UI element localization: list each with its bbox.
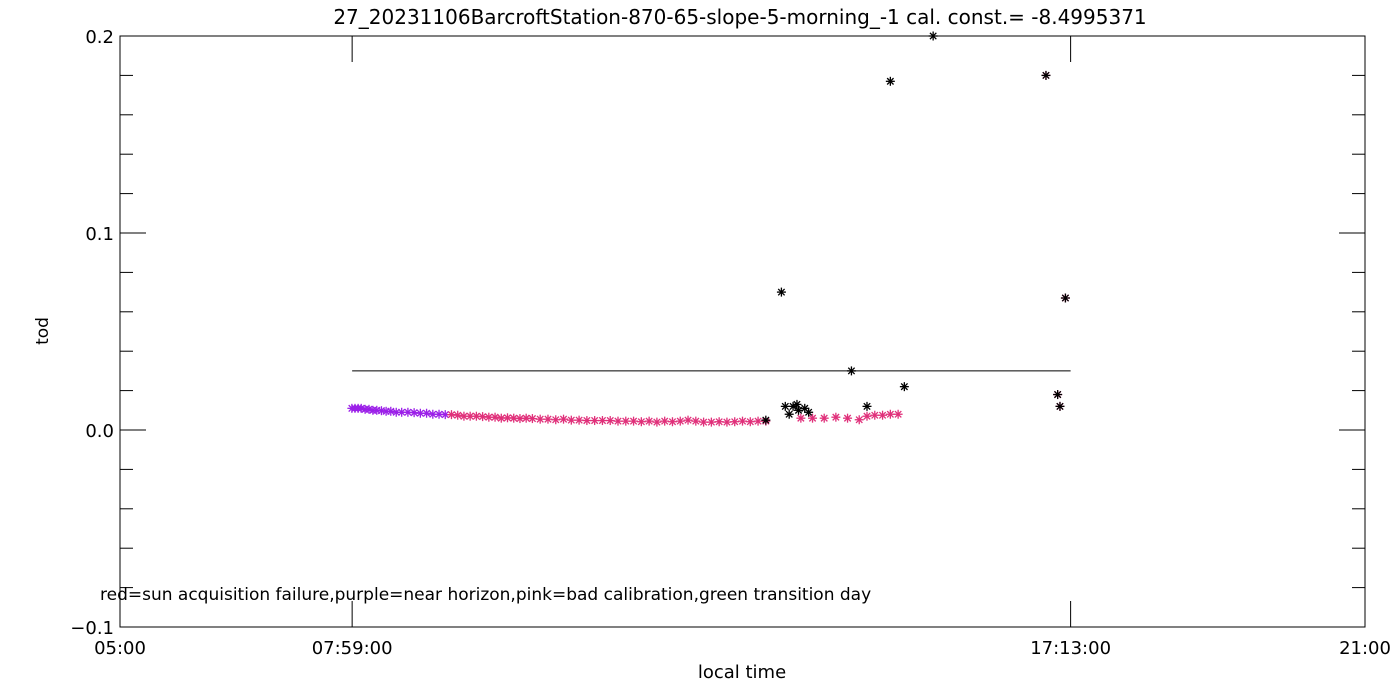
black-data-point bbox=[784, 409, 794, 419]
chart-title: 27_20231106BarcroftStation-870-65-slope-… bbox=[333, 5, 1146, 29]
pink-data-point bbox=[819, 413, 829, 423]
black-data-point bbox=[846, 366, 856, 376]
pink-data-point bbox=[714, 417, 724, 427]
pink-data-point bbox=[854, 415, 864, 425]
pink-data-point bbox=[582, 416, 592, 426]
black-data-point bbox=[899, 382, 909, 392]
pink-data-point bbox=[885, 409, 895, 419]
pink-data-point bbox=[551, 415, 561, 425]
pink-data-point bbox=[566, 415, 576, 425]
pink-data-point bbox=[490, 412, 500, 422]
pink-data-point bbox=[453, 410, 463, 420]
pink-data-point bbox=[862, 411, 872, 421]
pink-data-point bbox=[527, 414, 537, 424]
pink-data-point bbox=[870, 410, 880, 420]
black-data-point bbox=[794, 405, 804, 415]
pink-data-point bbox=[843, 413, 853, 423]
pink-data-point bbox=[796, 413, 806, 423]
purple-data-point bbox=[428, 409, 438, 419]
pink-data-point bbox=[730, 417, 740, 427]
pink-data-point bbox=[652, 417, 662, 427]
y-tick-label: 0.2 bbox=[85, 27, 114, 48]
x-tick-label: 05:00 bbox=[94, 638, 146, 659]
pink-data-point bbox=[621, 416, 631, 426]
black-data-point bbox=[761, 415, 771, 425]
pink-data-point bbox=[831, 412, 841, 422]
pink-data-point bbox=[446, 410, 456, 420]
pink-data-point bbox=[535, 414, 545, 424]
axis-ticks bbox=[119, 35, 1366, 628]
purple-data-point bbox=[403, 407, 413, 417]
pink-data-point bbox=[629, 416, 639, 426]
pink-data-point bbox=[543, 414, 553, 424]
plot-frame bbox=[119, 35, 1366, 628]
pink-data-point bbox=[699, 417, 709, 427]
pink-data-point bbox=[706, 417, 716, 427]
black-data-point bbox=[1055, 401, 1065, 411]
pink-data-point bbox=[722, 417, 732, 427]
black-data-point bbox=[928, 31, 938, 41]
purple-data-point bbox=[440, 410, 450, 420]
pink-data-point bbox=[574, 415, 584, 425]
pink-data-point bbox=[878, 410, 888, 420]
black-data-point bbox=[1060, 293, 1070, 303]
black-data-point bbox=[776, 287, 786, 297]
x-tick-label: 17:13:00 bbox=[1030, 638, 1111, 659]
pink-data-point bbox=[753, 416, 763, 426]
pink-data-point bbox=[590, 416, 600, 426]
pink-data-point bbox=[559, 414, 569, 424]
x-axis-label: local time bbox=[698, 662, 786, 683]
pink-data-point bbox=[605, 416, 615, 426]
pink-data-point bbox=[738, 416, 747, 426]
x-tick-label: 07:59:00 bbox=[312, 638, 393, 659]
pink-data-point bbox=[613, 416, 623, 426]
black-data-point bbox=[788, 401, 798, 411]
pink-data-point bbox=[675, 416, 685, 426]
y-tick-label: 0.1 bbox=[85, 224, 114, 245]
pink-data-point bbox=[636, 417, 646, 427]
pink-data-point bbox=[667, 417, 677, 427]
black-data-point bbox=[885, 76, 895, 86]
black-data-point bbox=[1053, 390, 1063, 400]
black-data-point bbox=[862, 401, 872, 411]
purple-data-point bbox=[415, 408, 425, 418]
purple-data-point bbox=[386, 406, 396, 416]
pink-data-point bbox=[597, 416, 607, 426]
purple-data-point bbox=[422, 408, 432, 418]
pink-data-point bbox=[808, 413, 818, 423]
black-data-point bbox=[792, 399, 802, 409]
pink-data-point bbox=[683, 415, 693, 425]
pink-data-point bbox=[503, 413, 513, 423]
y-axis-label: tod bbox=[33, 317, 53, 345]
y-tick-label: −0.1 bbox=[70, 618, 114, 639]
black-data-point bbox=[804, 407, 814, 417]
black-data-point bbox=[780, 401, 790, 411]
annotation-text: red=sun acquisition failure,purple=near … bbox=[100, 585, 871, 605]
data-points bbox=[347, 31, 1070, 427]
pink-data-point bbox=[660, 416, 670, 426]
y-tick-label: 0.0 bbox=[85, 421, 114, 442]
tick-labels: −0.1 0.0 0.1 0.2 05:00 07:59:00 17:13:00 21:00 bbox=[70, 27, 1391, 659]
pink-data-point bbox=[691, 416, 701, 426]
x-tick-label: 21:00 bbox=[1339, 638, 1391, 659]
pink-data-point bbox=[745, 417, 755, 427]
pink-data-point bbox=[893, 409, 903, 419]
pink-data-point bbox=[644, 416, 654, 426]
black-data-point bbox=[1041, 70, 1051, 80]
